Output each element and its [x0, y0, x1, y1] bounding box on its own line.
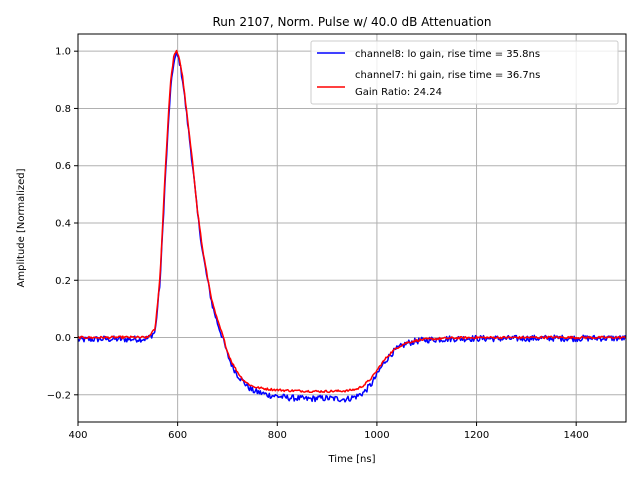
y-axis-title: Amplitude [Normalized] — [16, 168, 27, 287]
legend: channel8: lo gain, rise time = 35.8ns ch… — [310, 40, 619, 105]
y-tick-label: 0.2 — [55, 276, 71, 287]
y-tick-label: 0.8 — [55, 104, 71, 115]
y-tick-label: 0.6 — [55, 161, 71, 172]
y-tick-label: 0.0 — [55, 333, 71, 344]
x-tick-label: 1000 — [364, 430, 389, 441]
x-axis-title: Time [ns] — [327, 454, 375, 465]
y-tick-label: 0.4 — [55, 218, 71, 229]
legend-box — [310, 40, 619, 105]
x-tick-label: 800 — [268, 430, 287, 441]
x-tick-label: 600 — [168, 430, 187, 441]
x-tick-label: 1400 — [563, 430, 588, 441]
legend-gain-ratio: Gain Ratio: 24.24 — [355, 87, 442, 98]
plot-area-frame — [77, 33, 627, 423]
series-line-hi-gain — [77, 49, 627, 394]
x-tick-label: 1200 — [464, 430, 489, 441]
x-tick-label: 400 — [68, 430, 87, 441]
y-tick-label: −0.2 — [47, 390, 71, 401]
chart-title: Run 2107, Norm. Pulse w/ 40.0 dB Attenua… — [213, 15, 492, 29]
legend-label-lo-gain: channel8: lo gain, rise time = 35.8ns — [355, 49, 540, 60]
grid — [77, 34, 626, 422]
plot-series — [77, 49, 627, 403]
axis-ticks: 400 600 800 1000 1200 1400 −0.2 0.0 0.2 0.4 0.6 0.8… — [47, 47, 589, 441]
legend-label-hi-gain: channel7: hi gain, rise time = 36.7ns — [355, 70, 540, 81]
y-tick-label: 1.0 — [55, 47, 71, 58]
